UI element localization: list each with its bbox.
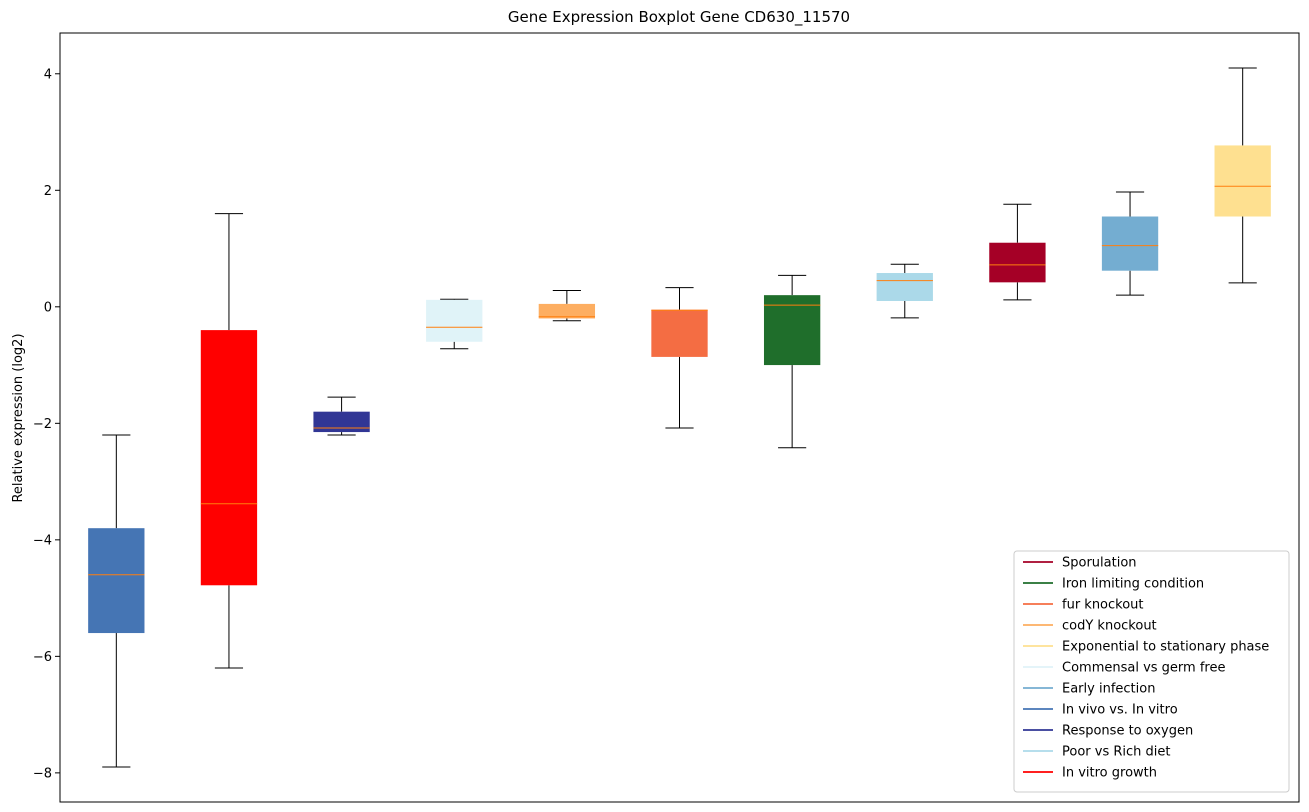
y-axis: −8 −6 −4 −2 0 2 4 xyxy=(33,67,60,781)
legend-label: In vivo vs. In vitro xyxy=(1062,703,1178,718)
box-body xyxy=(200,330,258,586)
box-5 xyxy=(538,289,596,322)
box-2 xyxy=(200,213,258,669)
legend-label: In vitro growth xyxy=(1062,766,1157,781)
legend-entry: Commensal vs germ free xyxy=(1023,661,1225,676)
y-tick-label: −4 xyxy=(33,533,52,548)
y-axis-label: Relative expression (log2) xyxy=(11,333,26,502)
box-11 xyxy=(1214,67,1271,284)
legend-label: Exponential to stationary phase xyxy=(1062,640,1269,655)
box-6 xyxy=(651,287,708,429)
legend-label: Sporulation xyxy=(1062,556,1137,571)
legend-entry: Response to oxygen xyxy=(1023,724,1193,739)
plot-frame xyxy=(59,32,1300,803)
box-4 xyxy=(426,298,483,350)
box-body xyxy=(763,295,821,366)
box-body xyxy=(88,528,145,634)
legend-label: Early infection xyxy=(1062,682,1155,697)
legend-entry: Exponential to stationary phase xyxy=(1023,640,1269,655)
y-tick-label: 0 xyxy=(44,300,52,315)
y-tick-label: −2 xyxy=(33,417,52,432)
y-tick-label: −8 xyxy=(33,766,52,781)
legend-label: Poor vs Rich diet xyxy=(1062,745,1170,760)
box-body xyxy=(651,309,708,357)
legend-label: codY knockout xyxy=(1062,619,1157,634)
box-8 xyxy=(876,263,933,319)
box-body xyxy=(313,411,370,433)
y-tick-label: 4 xyxy=(44,67,52,82)
legend-entry: In vitro growth xyxy=(1023,766,1157,781)
y-tick-label: −6 xyxy=(33,650,52,665)
legend-label: Response to oxygen xyxy=(1062,724,1193,739)
legend: Sporulation Iron limiting condition fur kn… xyxy=(1013,550,1290,793)
legend-entry: Sporulation xyxy=(1023,556,1137,571)
box-body xyxy=(538,303,596,319)
box-10 xyxy=(1101,191,1159,296)
legend-entry: codY knockout xyxy=(1023,619,1157,634)
box-body xyxy=(876,273,933,301)
legend-entry: In vivo vs. In vitro xyxy=(1023,703,1178,718)
legend-label: Iron limiting condition xyxy=(1062,577,1204,592)
box-1 xyxy=(88,434,145,768)
box-body xyxy=(989,242,1046,283)
plot-area xyxy=(88,67,1271,768)
box-9 xyxy=(989,203,1046,301)
chart-title: Gene Expression Boxplot Gene CD630_11570 xyxy=(508,8,850,27)
legend-entry: Early infection xyxy=(1023,682,1155,697)
box-body xyxy=(426,299,483,342)
legend-entry: Iron limiting condition xyxy=(1023,577,1204,592)
legend-label: fur knockout xyxy=(1062,598,1144,613)
legend-entry: fur knockout xyxy=(1023,598,1144,613)
box-body xyxy=(1101,216,1159,271)
legend-frame xyxy=(1013,550,1290,793)
legend-label: Commensal vs germ free xyxy=(1062,661,1225,676)
legend-entry: Poor vs Rich diet xyxy=(1023,745,1170,760)
box-3 xyxy=(313,396,370,436)
box-7 xyxy=(763,274,821,449)
y-tick-label: 2 xyxy=(44,184,52,199)
box-body xyxy=(1214,145,1271,217)
